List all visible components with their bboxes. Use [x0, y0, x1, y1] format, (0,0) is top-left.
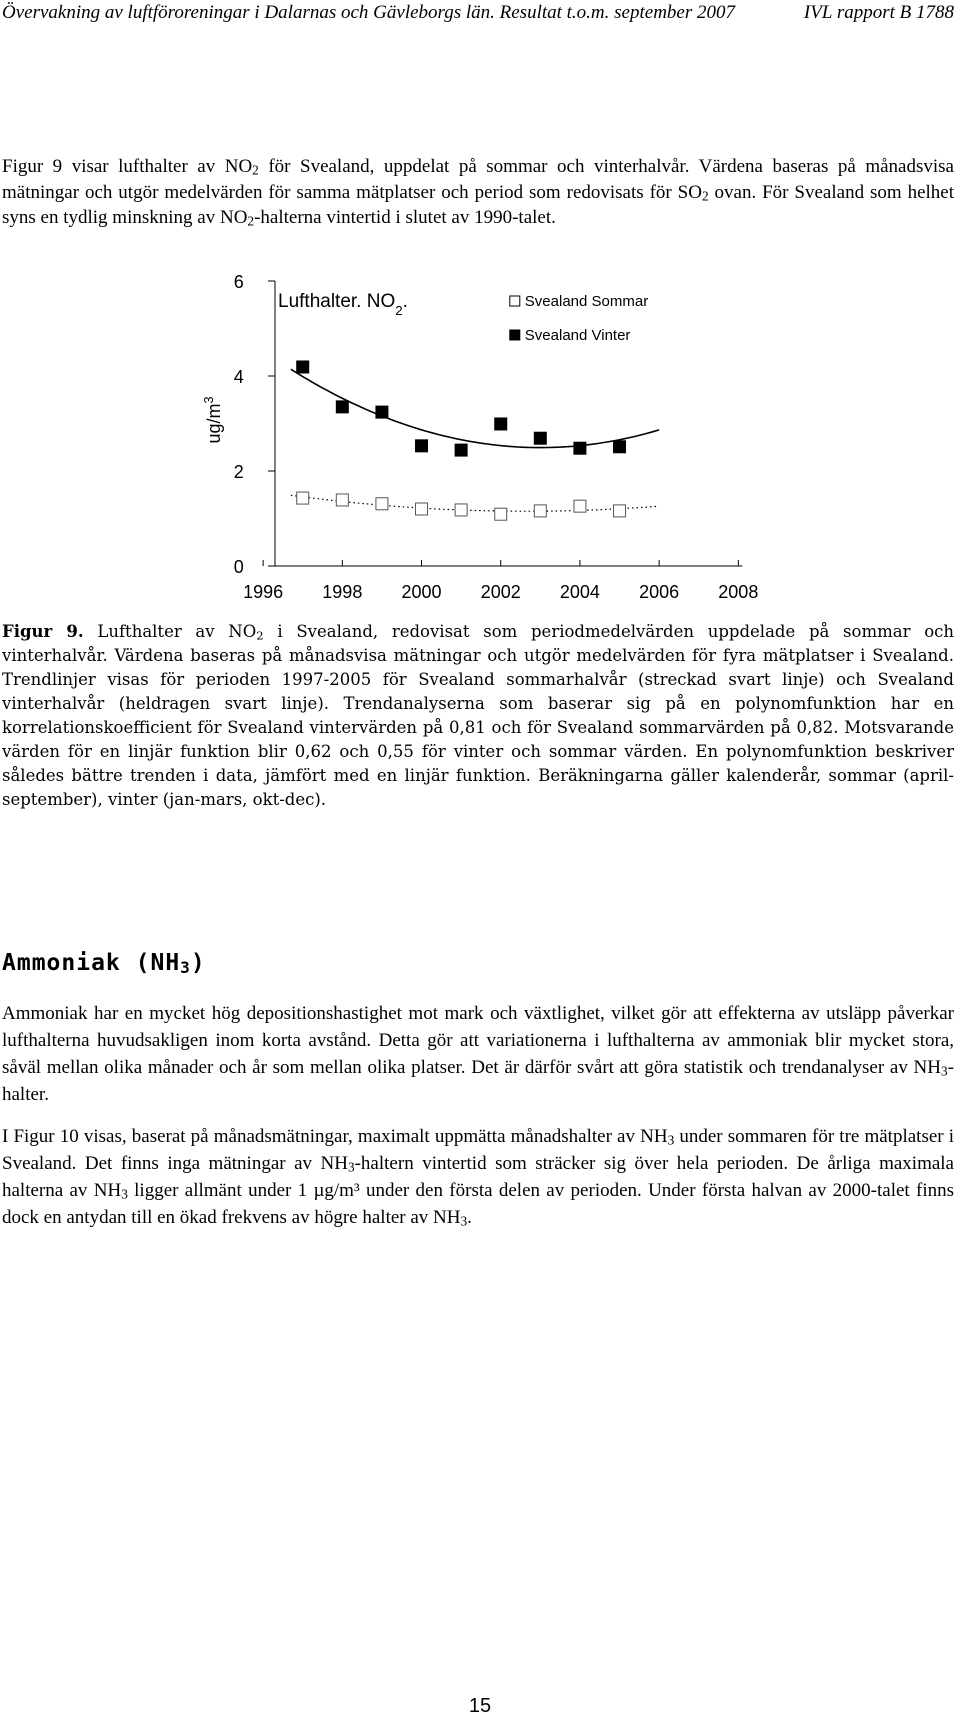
subscript: 3 [121, 1186, 128, 1202]
text-run: ug/m [204, 403, 224, 443]
y-tick-label: 0 [234, 557, 244, 577]
text-run: Lufthalter. NO [278, 291, 395, 312]
data-point [296, 360, 310, 374]
subscript: 3 [202, 396, 216, 403]
x-tick-label: 1996 [243, 582, 283, 602]
data-point [613, 440, 627, 454]
page-number: 15 [468, 1695, 492, 1717]
subscript: 3 [460, 1213, 468, 1229]
chart-title: Lufthalter. NO2. [278, 291, 408, 318]
data-point [573, 441, 587, 455]
caption-text: Lufthalter av NO2 i Svealand, redovisat … [2, 622, 954, 809]
text-run: -halterna vintertid i slutet av 1990-tal… [254, 207, 556, 228]
data-point [296, 491, 310, 505]
text-run: I Figur 10 visas, baserat på månadsmätni… [2, 1126, 668, 1147]
x-tick-label: 2006 [639, 582, 679, 602]
subscript: 2 [395, 303, 402, 318]
subscript: 2 [247, 213, 255, 229]
text-run: Lufthalter av NO [83, 622, 257, 641]
data-point [335, 400, 349, 414]
text-run: under sommaren för tre mätplatser i Svea… [2, 1126, 955, 1174]
y-tick-label: 4 [234, 367, 244, 387]
text-run: -haltern vintertid som sträcker sig över… [2, 1153, 954, 1201]
caption-label: Figur 9. [2, 622, 84, 641]
y-axis-label: ug/m3 [202, 396, 224, 443]
trend-line [290, 368, 660, 449]
header-right: IVL rapport B 1788 [803, 2, 954, 23]
data-point [494, 507, 508, 521]
data-point [454, 443, 468, 457]
data-point [573, 499, 587, 513]
header-left: Övervakning av luftföroreningar i Dalarn… [2, 2, 735, 23]
legend-swatch [509, 295, 521, 307]
data-point [415, 439, 429, 453]
x-tick-label: 1998 [322, 582, 362, 602]
data-point [415, 502, 429, 516]
text-run: -halter. [2, 1057, 954, 1105]
subscript: 3 [667, 1132, 675, 1148]
data-point [494, 417, 508, 431]
text-run: Ammoniak har en mycket hög depositionsha… [2, 1003, 954, 1078]
text-run: för Svealand, uppdelat på sommar och vin… [2, 156, 954, 203]
text-run: . [467, 1207, 472, 1228]
data-point [375, 497, 389, 511]
subscript: 3 [941, 1063, 948, 1079]
data-point [533, 504, 547, 518]
data-point [335, 493, 349, 507]
section-heading: Ammoniak (NH3) [2, 950, 206, 976]
legend-label: Svealand Vinter [525, 327, 631, 344]
legend-label: Svealand Sommar [525, 293, 648, 310]
text-run: ) [190, 950, 206, 976]
data-point [533, 431, 547, 445]
paragraph: Figur 9 visar lufthalter av NO2 för Svea… [2, 154, 954, 231]
paragraph: Ammoniak har en mycket hög depositionsha… [2, 1000, 954, 1108]
y-tick-label: 2 [234, 462, 244, 482]
figure-caption: Figur 9. Lufthalter av NO2 i Svealand, r… [2, 620, 954, 812]
x-tick-label: 2004 [560, 582, 600, 602]
subscript: 2 [701, 188, 709, 204]
legend-swatch [509, 329, 521, 341]
y-tick-label: 6 [234, 272, 244, 292]
paragraph: I Figur 10 visas, baserat på månadsmätni… [2, 1123, 954, 1231]
x-tick-label: 2000 [401, 582, 441, 602]
x-tick-label: 2008 [718, 582, 758, 602]
subscript: 3 [347, 1159, 355, 1175]
subscript: 2 [256, 628, 264, 643]
text-run: ligger allmänt under 1 µg/m³ under den f… [2, 1180, 954, 1228]
subscript: 3 [180, 958, 191, 978]
text-run: ovan. För Svealand som helhet syns en ty… [2, 181, 954, 229]
data-point [375, 405, 389, 419]
text-run: . [403, 291, 408, 312]
text-run: Figur 9 visar lufthalter av NO [2, 156, 253, 177]
data-point [454, 503, 468, 517]
x-tick-label: 2002 [481, 582, 521, 602]
text-run: i Svealand, redovisat som periodmedelvär… [2, 622, 954, 809]
subscript: 2 [252, 162, 259, 178]
data-point [613, 504, 627, 518]
trend-line [290, 494, 660, 512]
text-run: Ammoniak (NH [2, 950, 181, 976]
